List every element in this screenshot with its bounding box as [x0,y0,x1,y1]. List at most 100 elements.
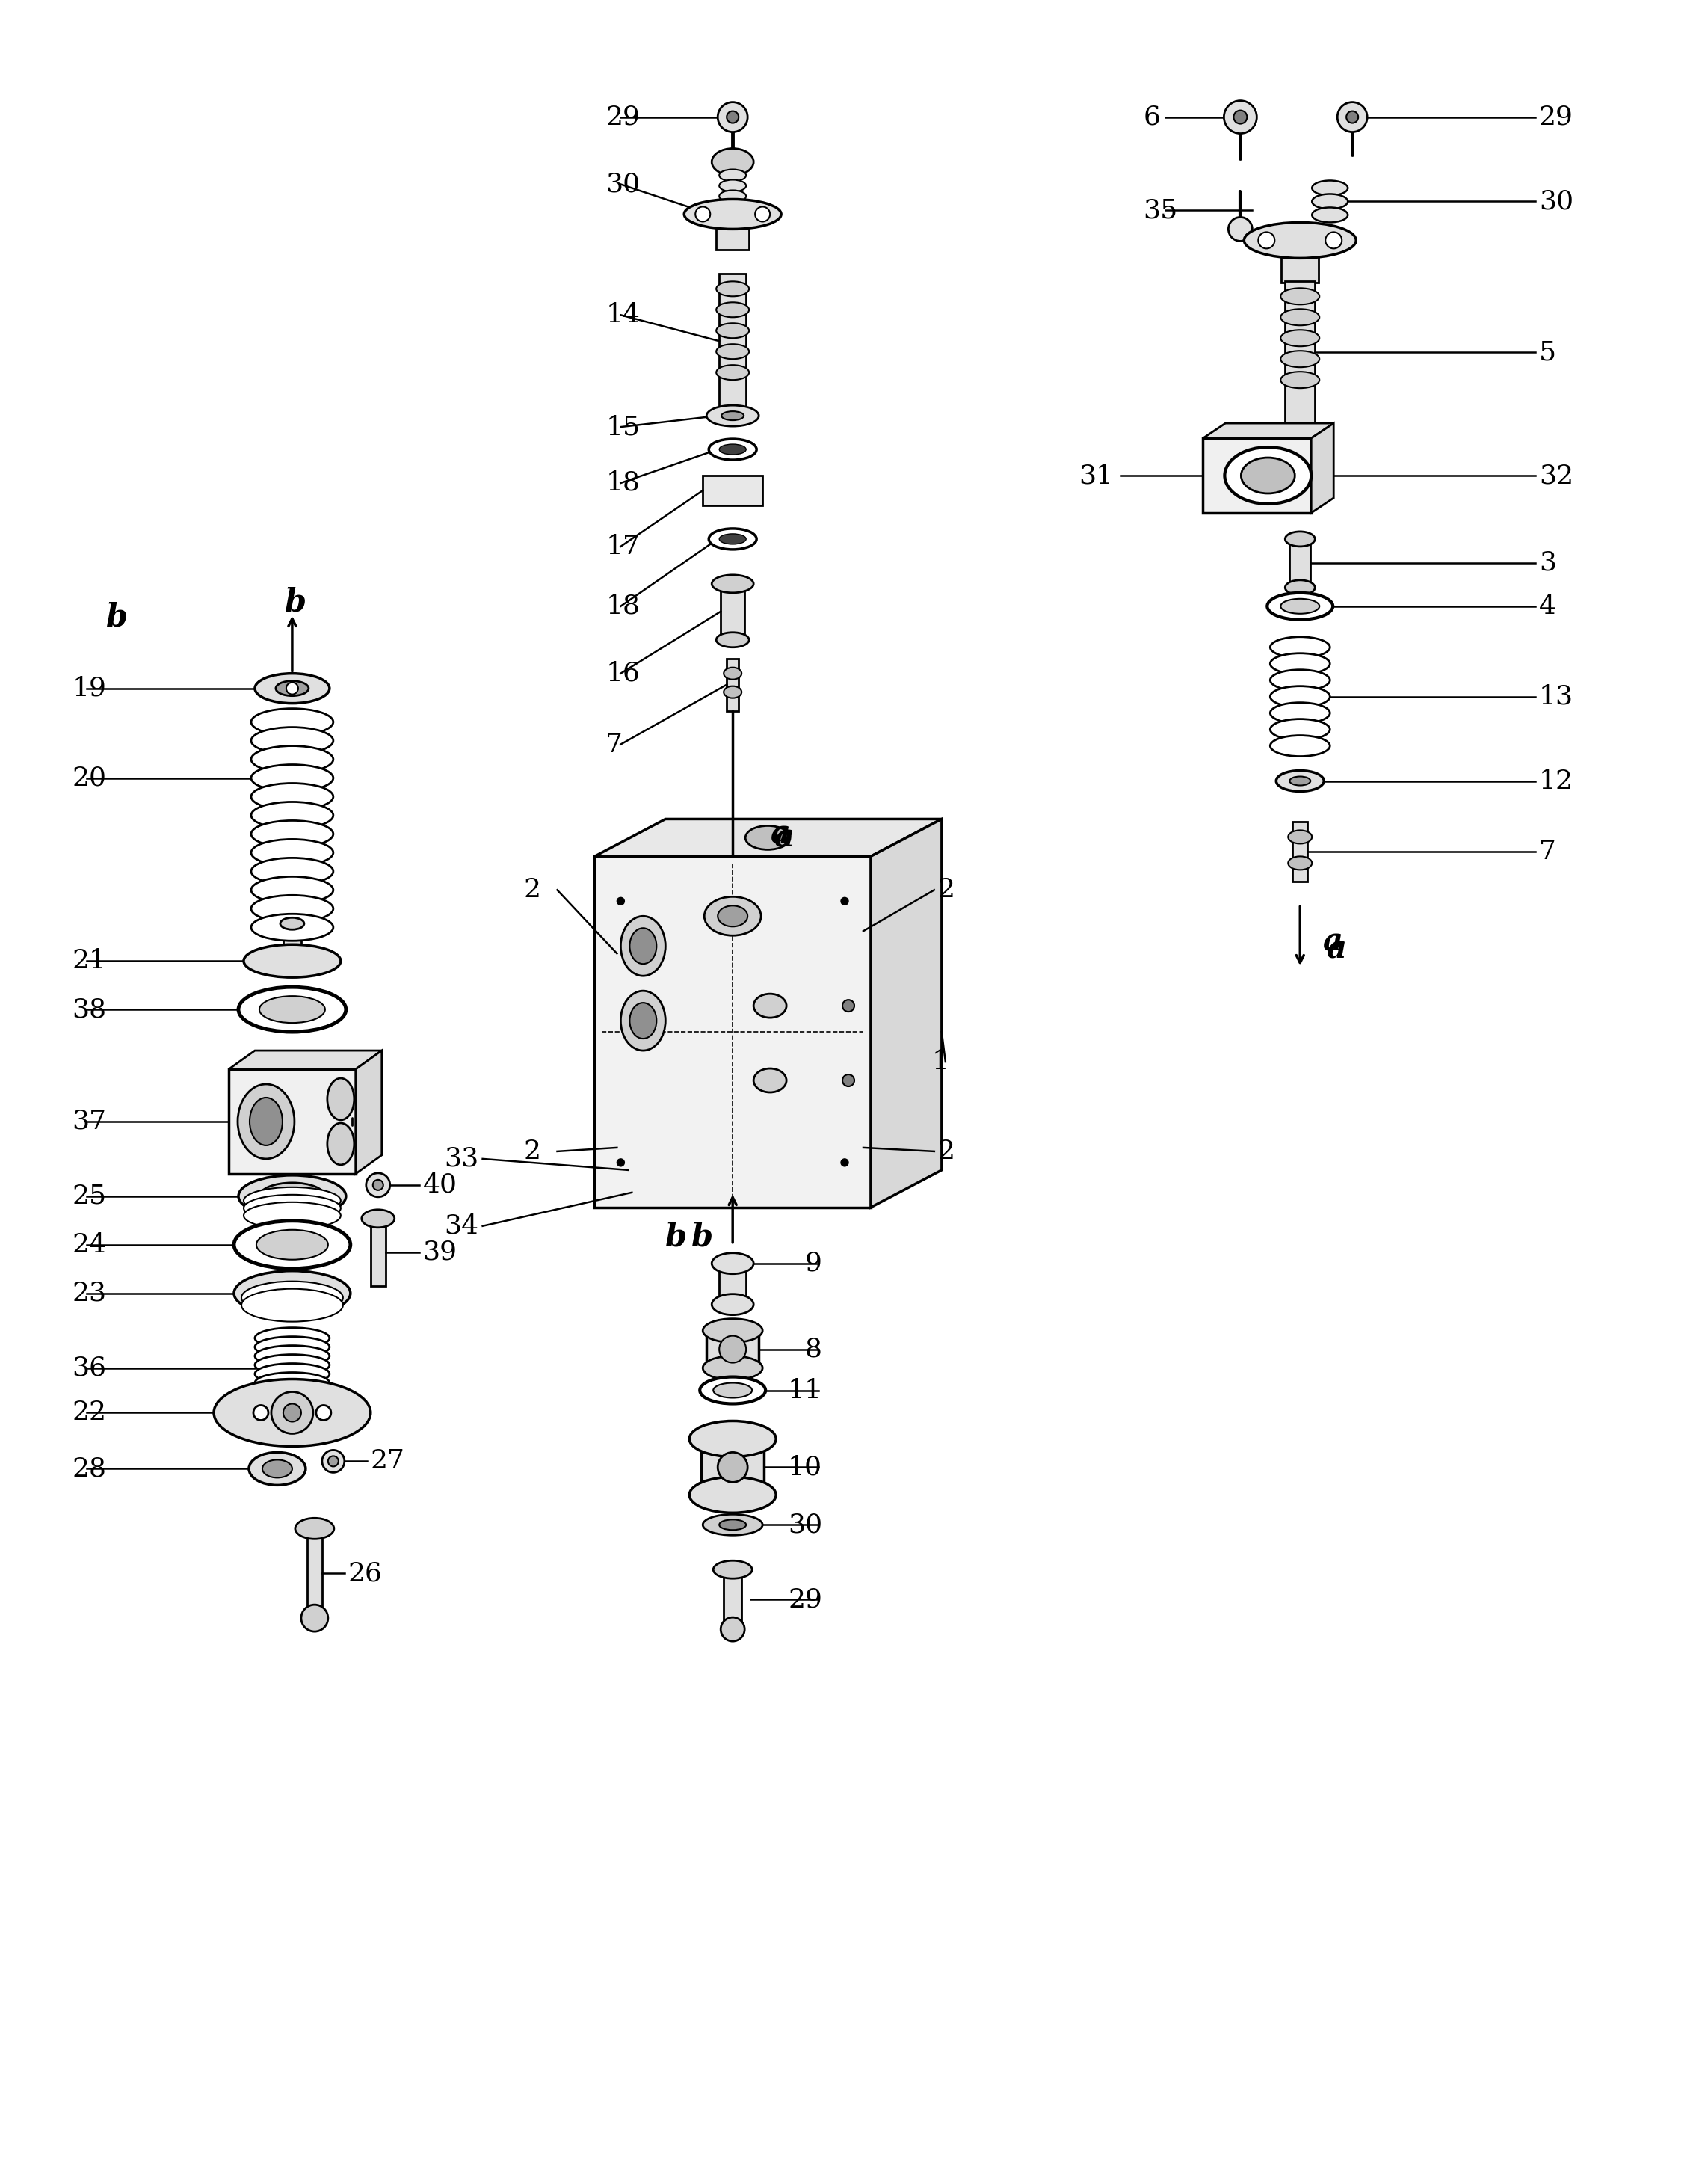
Ellipse shape [250,1099,282,1144]
Circle shape [285,681,297,695]
Polygon shape [1312,424,1334,513]
Bar [702,1439,765,1494]
Text: 30: 30 [607,173,641,197]
Text: 4: 4 [1539,594,1556,618]
Text: 29: 29 [607,105,641,129]
Text: 2: 2 [523,878,540,902]
Ellipse shape [251,839,333,867]
Text: 11: 11 [788,1378,822,1402]
Text: 2: 2 [523,1138,540,1164]
Ellipse shape [1290,778,1310,786]
Ellipse shape [1284,531,1315,546]
Ellipse shape [719,179,746,192]
Text: a: a [1327,933,1346,965]
Ellipse shape [746,826,790,850]
Text: 19: 19 [71,675,107,701]
Ellipse shape [1271,703,1330,723]
Text: a: a [770,819,790,850]
Circle shape [1228,216,1252,240]
Circle shape [316,1404,331,1420]
Circle shape [843,1000,855,1011]
Bar [1281,258,1318,284]
Bar [274,1339,311,1398]
Ellipse shape [328,1123,353,1164]
Circle shape [1233,111,1247,124]
Ellipse shape [255,673,330,703]
Circle shape [272,1391,313,1433]
Ellipse shape [1271,686,1330,708]
Text: 18: 18 [607,470,641,496]
Ellipse shape [251,784,333,810]
Bar [1284,282,1315,424]
Bar [719,273,746,408]
Ellipse shape [1281,330,1320,347]
Ellipse shape [1288,830,1312,843]
Ellipse shape [714,1562,753,1579]
Text: 33: 33 [443,1147,479,1171]
Ellipse shape [1281,288,1320,304]
Ellipse shape [280,917,304,930]
Ellipse shape [1271,653,1330,675]
Text: b: b [691,1221,714,1254]
Ellipse shape [251,747,333,773]
Text: 20: 20 [71,764,107,791]
Ellipse shape [703,1319,763,1343]
Ellipse shape [234,1221,350,1269]
Ellipse shape [1312,181,1347,197]
Ellipse shape [1271,736,1330,756]
Ellipse shape [1281,352,1320,367]
Ellipse shape [690,1422,776,1457]
Ellipse shape [251,727,333,753]
Ellipse shape [1281,371,1320,389]
Text: 28: 28 [71,1457,107,1481]
Text: 24: 24 [71,1232,107,1258]
Text: 36: 36 [71,1356,107,1380]
Ellipse shape [251,802,333,828]
Bar [370,1219,386,1286]
Ellipse shape [251,708,333,736]
Text: 34: 34 [445,1214,479,1238]
Ellipse shape [214,1378,370,1446]
Ellipse shape [707,406,759,426]
Text: 12: 12 [1539,769,1573,793]
Ellipse shape [1225,448,1312,505]
Bar [719,1262,746,1304]
Ellipse shape [708,529,756,550]
Text: 39: 39 [423,1241,457,1265]
Ellipse shape [296,1518,335,1540]
Ellipse shape [251,858,333,885]
Ellipse shape [1312,207,1347,223]
Circle shape [253,1404,268,1420]
Text: 25: 25 [71,1184,107,1210]
Ellipse shape [712,1254,754,1273]
Bar [720,583,744,640]
Text: 27: 27 [370,1448,404,1474]
Text: 1: 1 [933,1048,950,1075]
Ellipse shape [719,190,746,203]
Text: 37: 37 [71,1109,107,1133]
Ellipse shape [1276,771,1324,791]
Polygon shape [355,1051,382,1173]
Circle shape [841,898,848,904]
Ellipse shape [1244,223,1356,258]
Ellipse shape [243,1201,341,1230]
Ellipse shape [754,994,787,1018]
Ellipse shape [255,1372,330,1393]
Circle shape [720,1618,744,1640]
Circle shape [284,1404,301,1422]
Ellipse shape [1284,581,1315,594]
Ellipse shape [630,1002,656,1040]
Text: 18: 18 [607,594,641,618]
Text: 17: 17 [607,533,641,559]
Text: 16: 16 [607,662,641,686]
Text: 23: 23 [71,1280,107,1306]
Text: 38: 38 [71,996,107,1022]
Bar [1290,539,1310,587]
Text: 29: 29 [1539,105,1573,129]
Ellipse shape [685,199,782,229]
Ellipse shape [717,633,749,646]
Ellipse shape [251,764,333,791]
Circle shape [727,111,739,122]
Ellipse shape [712,1293,754,1315]
Ellipse shape [1288,856,1312,869]
